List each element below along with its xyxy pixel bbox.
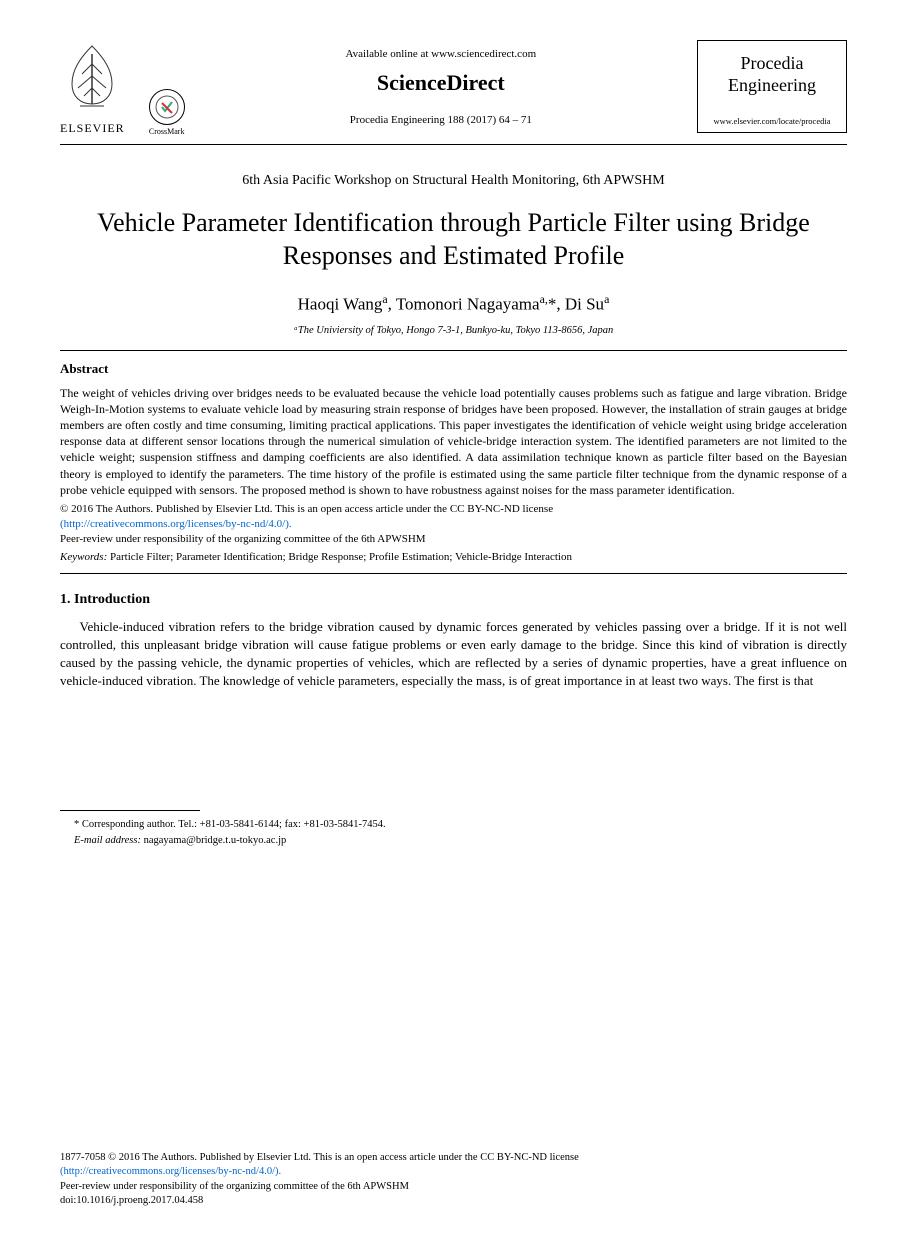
keywords-line: Keywords: Particle Filter; Parameter Ide… — [60, 551, 847, 563]
abstract-heading: Abstract — [60, 361, 847, 377]
procedia-url: www.elsevier.com/locate/procedia — [708, 116, 836, 126]
footnote-block: * Corresponding author. Tel.: +81-03-584… — [60, 817, 847, 849]
journal-reference: Procedia Engineering 188 (2017) 64 – 71 — [185, 114, 697, 126]
footer-copyright: 1877-7058 © 2016 The Authors. Published … — [60, 1152, 579, 1163]
crossmark-label: CrossMark — [149, 127, 185, 136]
email-address: nagayama@bridge.t.u-tokyo.ac.jp — [141, 835, 286, 846]
footnote-separator — [60, 810, 200, 811]
affiliation: ᵃThe Univiersity of Tokyo, Hongo 7-3-1, … — [60, 325, 847, 336]
crossmark-icon — [149, 89, 185, 125]
available-online-text: Available online at www.sciencedirect.co… — [185, 48, 697, 60]
header-center: Available online at www.sciencedirect.co… — [185, 40, 697, 126]
footer-doi: doi:10.1016/j.proeng.2017.04.458 — [60, 1195, 203, 1206]
conference-line: 6th Asia Pacific Workshop on Structural … — [60, 173, 847, 189]
copyright-line1: © 2016 The Authors. Published by Elsevie… — [60, 503, 553, 515]
page-footer: 1877-7058 © 2016 The Authors. Published … — [60, 1151, 847, 1208]
header-rule — [60, 144, 847, 145]
elsevier-tree-icon — [60, 40, 124, 112]
footer-peer-review: Peer-review under responsibility of the … — [60, 1181, 409, 1192]
license-link[interactable]: (http://creativecommons.org/licenses/by-… — [60, 518, 292, 530]
keywords-values: Particle Filter; Parameter Identificatio… — [107, 551, 572, 563]
procedia-name-line1: Procedia — [708, 53, 836, 75]
procedia-box: Procedia Engineering www.elsevier.com/lo… — [697, 40, 847, 133]
keywords-rule — [60, 573, 847, 574]
copyright-block: © 2016 The Authors. Published by Elsevie… — [60, 502, 847, 547]
peer-review-line: Peer-review under responsibility of the … — [60, 533, 426, 545]
title-rule — [60, 350, 847, 351]
elsevier-label: ELSEVIER — [60, 121, 125, 136]
author-list: Haoqi Wanga, Tomonori Nagayamaa,*, Di Su… — [60, 292, 847, 315]
email-label: E-mail address: — [74, 835, 141, 846]
footer-license-link[interactable]: (http://creativecommons.org/licenses/by-… — [60, 1166, 281, 1177]
crossmark-block[interactable]: CrossMark — [149, 89, 185, 136]
paper-title: Vehicle Parameter Identification through… — [60, 207, 847, 272]
procedia-name-line2: Engineering — [708, 75, 836, 97]
abstract-text: The weight of vehicles driving over brid… — [60, 385, 847, 498]
header-left: ELSEVIER CrossMark — [60, 40, 185, 136]
corresponding-author: * Corresponding author. Tel.: +81-03-584… — [74, 817, 847, 833]
intro-paragraph: Vehicle-induced vibration refers to the … — [60, 618, 847, 691]
section-1-heading: 1. Introduction — [60, 592, 847, 608]
sciencedirect-brand: ScienceDirect — [185, 70, 697, 96]
elsevier-logo-block: ELSEVIER — [60, 40, 125, 136]
keywords-label: Keywords: — [60, 551, 107, 563]
header-row: ELSEVIER CrossMark Available online at w… — [60, 40, 847, 136]
